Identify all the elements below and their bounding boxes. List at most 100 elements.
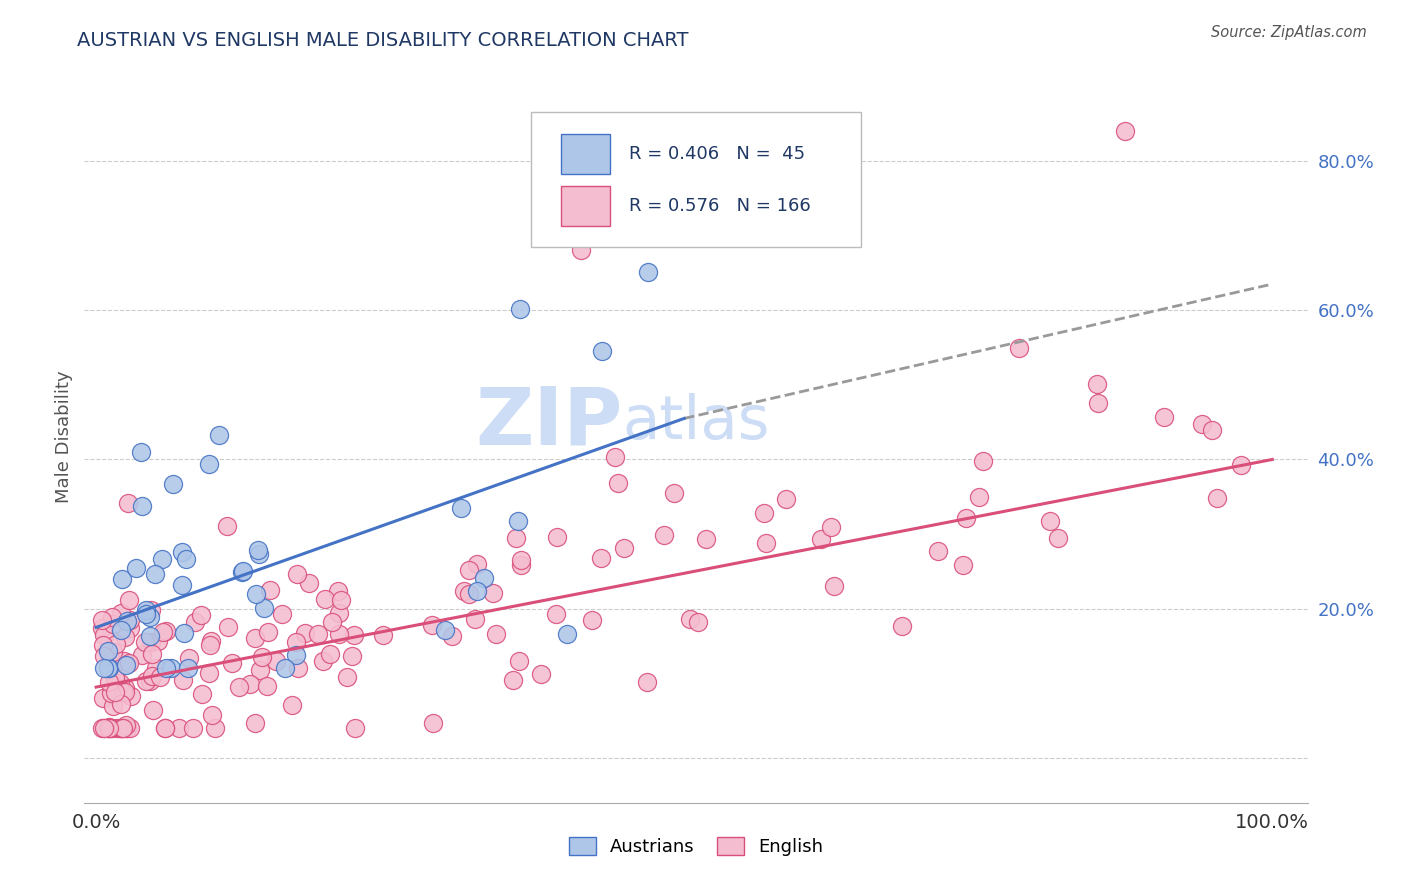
Point xyxy=(111,721,134,735)
Point xyxy=(139,629,162,643)
Point xyxy=(453,584,475,599)
Point xyxy=(155,624,177,638)
Point xyxy=(464,612,486,626)
Point xyxy=(1087,396,1109,410)
Point xyxy=(591,550,613,565)
Point xyxy=(114,681,136,695)
Point xyxy=(1039,515,1062,529)
Point xyxy=(1153,410,1175,425)
Point xyxy=(967,490,990,504)
Point xyxy=(115,721,138,735)
Point xyxy=(104,671,127,685)
Point xyxy=(105,638,128,652)
Point xyxy=(98,721,121,735)
Point xyxy=(231,565,253,579)
Point xyxy=(108,721,131,735)
Point xyxy=(118,721,141,735)
Point xyxy=(249,663,271,677)
Point xyxy=(273,661,295,675)
Point xyxy=(972,454,994,468)
Point xyxy=(637,265,659,279)
Point xyxy=(135,607,157,621)
Point xyxy=(249,547,271,561)
Point xyxy=(555,627,578,641)
Point xyxy=(200,634,222,648)
Point xyxy=(441,628,464,642)
Text: Source: ZipAtlas.com: Source: ZipAtlas.com xyxy=(1211,25,1367,40)
Point xyxy=(204,721,226,735)
Point xyxy=(450,500,472,515)
Text: R = 0.576   N = 166: R = 0.576 N = 166 xyxy=(628,197,810,215)
Point xyxy=(606,475,628,490)
Point xyxy=(98,675,121,690)
Point xyxy=(253,601,276,615)
Point xyxy=(197,666,219,681)
Point xyxy=(508,655,530,669)
Text: R = 0.406   N =  45: R = 0.406 N = 45 xyxy=(628,145,804,162)
Point xyxy=(271,607,294,622)
Point xyxy=(108,676,131,690)
Point xyxy=(328,626,350,640)
Point xyxy=(312,655,335,669)
Point xyxy=(328,583,350,598)
Point xyxy=(138,610,160,624)
Point xyxy=(91,690,114,705)
Point xyxy=(281,698,304,712)
Point xyxy=(138,674,160,689)
Point xyxy=(131,499,153,513)
Point xyxy=(636,674,658,689)
Point xyxy=(143,567,166,582)
Point xyxy=(662,486,685,500)
Point xyxy=(530,666,553,681)
Bar xyxy=(561,134,610,174)
Point xyxy=(100,721,122,735)
Point xyxy=(467,558,489,572)
Point xyxy=(101,610,124,624)
Point xyxy=(246,543,269,558)
Point xyxy=(458,563,481,577)
Point xyxy=(135,603,157,617)
Point xyxy=(820,519,842,533)
Point xyxy=(509,301,531,316)
Point xyxy=(155,661,177,675)
Point xyxy=(294,625,316,640)
Point xyxy=(1191,417,1213,431)
Point xyxy=(97,721,120,735)
Point xyxy=(256,680,278,694)
Point xyxy=(1087,376,1109,391)
Point xyxy=(420,617,443,632)
Point xyxy=(120,690,142,704)
Point xyxy=(328,606,350,620)
Point xyxy=(100,721,122,735)
Point xyxy=(93,648,115,663)
Point xyxy=(131,648,153,663)
Point xyxy=(184,615,207,629)
Point xyxy=(117,496,139,510)
Point xyxy=(505,531,527,545)
Point xyxy=(97,661,120,675)
Point xyxy=(110,607,132,621)
Point xyxy=(472,571,495,585)
Point xyxy=(115,718,138,732)
Point xyxy=(603,450,626,464)
Point xyxy=(245,587,267,601)
Point xyxy=(250,649,273,664)
Point xyxy=(91,638,114,652)
Point xyxy=(159,661,181,675)
Point xyxy=(569,244,592,258)
Point xyxy=(232,564,254,578)
Point xyxy=(112,654,135,668)
Point xyxy=(336,670,359,684)
Point xyxy=(239,677,262,691)
Point xyxy=(141,668,163,682)
Point xyxy=(217,620,239,634)
Point xyxy=(686,615,709,629)
Point xyxy=(695,532,717,546)
Point xyxy=(149,670,172,684)
Point xyxy=(259,582,281,597)
Point xyxy=(285,635,308,649)
Point xyxy=(955,511,977,525)
Point xyxy=(1229,458,1251,472)
Point xyxy=(422,715,444,730)
Point xyxy=(142,703,165,717)
